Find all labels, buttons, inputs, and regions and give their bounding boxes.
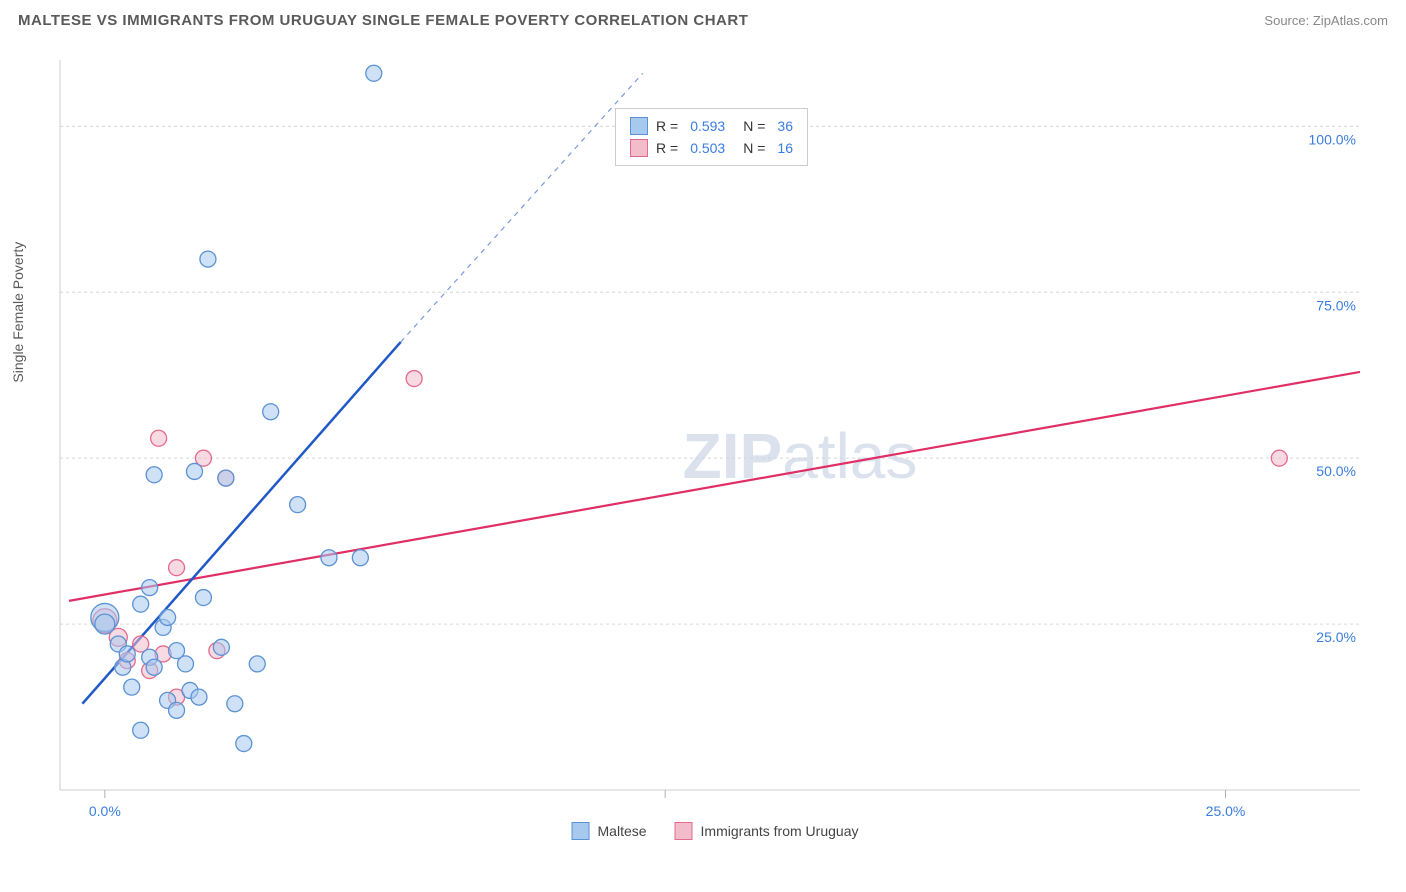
data-point xyxy=(200,251,216,267)
legend-swatch xyxy=(572,822,590,840)
legend-label: Immigrants from Uruguay xyxy=(701,823,859,839)
data-point xyxy=(133,596,149,612)
data-point xyxy=(249,656,265,672)
n-value: 16 xyxy=(777,140,793,156)
chart-header: MALTESE VS IMMIGRANTS FROM URUGUAY SINGL… xyxy=(0,0,1406,33)
data-point xyxy=(263,404,279,420)
chart-title: MALTESE VS IMMIGRANTS FROM URUGUAY SINGL… xyxy=(18,12,748,29)
legend-swatch xyxy=(675,822,693,840)
data-point xyxy=(95,614,115,634)
data-point xyxy=(119,646,135,662)
data-point xyxy=(352,550,368,566)
data-point xyxy=(186,463,202,479)
data-point xyxy=(169,560,185,576)
data-point xyxy=(178,656,194,672)
data-point xyxy=(133,722,149,738)
r-label: R = xyxy=(656,118,678,134)
stats-legend-row: R = 0.593 N = 36 xyxy=(630,115,793,137)
chart-container: Single Female Poverty 25.0%50.0%75.0%100… xyxy=(50,50,1380,840)
legend-swatch xyxy=(630,117,648,135)
data-point xyxy=(321,550,337,566)
x-tick-label: 0.0% xyxy=(89,803,121,819)
r-label: R = xyxy=(656,140,678,156)
y-tick-label: 50.0% xyxy=(1316,463,1356,479)
data-point xyxy=(124,679,140,695)
data-point xyxy=(227,696,243,712)
y-tick-label: 75.0% xyxy=(1316,297,1356,313)
data-point xyxy=(290,497,306,513)
stats-legend: R = 0.593 N = 36 R = 0.503 N = 16 xyxy=(615,108,808,166)
r-value: 0.503 xyxy=(690,140,725,156)
data-point xyxy=(191,689,207,705)
n-label: N = xyxy=(743,140,765,156)
data-point xyxy=(1271,450,1287,466)
r-value: 0.593 xyxy=(690,118,725,134)
data-point xyxy=(406,371,422,387)
trend-line-uruguay xyxy=(69,372,1360,601)
data-point xyxy=(366,65,382,81)
data-point xyxy=(213,639,229,655)
data-point xyxy=(142,580,158,596)
data-point xyxy=(236,736,252,752)
source-name: ZipAtlas.com xyxy=(1313,13,1388,28)
data-point xyxy=(151,430,167,446)
data-point xyxy=(146,659,162,675)
y-axis-label: Single Female Poverty xyxy=(10,242,26,383)
n-value: 36 xyxy=(777,118,793,134)
data-point xyxy=(218,470,234,486)
legend-label: Maltese xyxy=(598,823,647,839)
y-tick-label: 100.0% xyxy=(1309,131,1356,147)
scatter-chart: 25.0%50.0%75.0%100.0%0.0%25.0%ZIPatlas xyxy=(50,50,1380,840)
y-tick-label: 25.0% xyxy=(1316,629,1356,645)
stats-legend-row: R = 0.503 N = 16 xyxy=(630,137,793,159)
legend-item: Immigrants from Uruguay xyxy=(675,822,859,840)
legend-swatch xyxy=(630,139,648,157)
chart-source: Source: ZipAtlas.com xyxy=(1264,13,1388,28)
legend-item: Maltese xyxy=(572,822,647,840)
data-point xyxy=(146,467,162,483)
data-point xyxy=(195,590,211,606)
data-point xyxy=(169,702,185,718)
n-label: N = xyxy=(743,118,765,134)
data-point xyxy=(160,609,176,625)
source-label: Source: xyxy=(1264,13,1309,28)
trend-line-maltese-dash xyxy=(401,73,643,342)
x-tick-label: 25.0% xyxy=(1206,803,1246,819)
series-legend: Maltese Immigrants from Uruguay xyxy=(572,822,859,840)
